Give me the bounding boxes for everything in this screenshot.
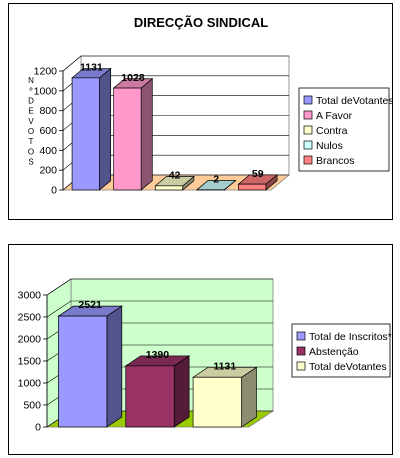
bar bbox=[192, 376, 242, 428]
legend-label: Contra bbox=[316, 125, 348, 137]
y-tick-label: 1000 bbox=[34, 85, 58, 97]
legend-label: Total deVotantes bbox=[316, 95, 392, 107]
bar bbox=[125, 365, 175, 428]
y-tick-label: 0 bbox=[51, 185, 57, 197]
chart-panel-inscritos: 0 500 1000 1500 2000 2500 3000 2521 1390 1131 Tota… bbox=[8, 244, 393, 455]
gridline bbox=[46, 278, 273, 296]
data-label: 59 bbox=[252, 168, 264, 180]
bar bbox=[238, 183, 267, 191]
data-label: 2 bbox=[213, 174, 219, 186]
data-label: 1028 bbox=[121, 72, 145, 84]
data-label: 1131 bbox=[213, 360, 236, 372]
legend-label: Total de Inscritos* bbox=[309, 331, 392, 343]
legend-swatch bbox=[303, 155, 313, 165]
y-tick-label: 0 bbox=[35, 422, 41, 434]
bar-side bbox=[140, 78, 153, 191]
legend-label: Nulos bbox=[316, 140, 343, 152]
legend-box bbox=[298, 87, 390, 172]
legend-label: A Favor bbox=[316, 110, 353, 122]
bar bbox=[113, 87, 142, 191]
bar-side bbox=[173, 355, 190, 428]
data-label: 1131 bbox=[80, 62, 103, 74]
legend-swatch bbox=[303, 95, 313, 105]
data-label: 1390 bbox=[146, 349, 170, 361]
legend-swatch bbox=[303, 125, 313, 135]
legend-swatch bbox=[296, 346, 306, 356]
bar-side bbox=[106, 305, 123, 428]
legend-swatch bbox=[296, 331, 306, 341]
y-tick-label: 1500 bbox=[18, 356, 42, 368]
gridline bbox=[62, 55, 289, 72]
legend-swatch bbox=[303, 140, 313, 150]
legend-swatch bbox=[303, 110, 313, 120]
y-tick-label: 1000 bbox=[18, 378, 42, 390]
y-tick-label: 600 bbox=[39, 125, 57, 137]
bar bbox=[154, 185, 184, 191]
data-label: 42 bbox=[169, 170, 181, 182]
y-tick-label: 200 bbox=[39, 165, 57, 177]
bar bbox=[71, 77, 100, 191]
y-tick-label: 1200 bbox=[34, 66, 58, 78]
legend-label: Total deVotantes bbox=[309, 361, 387, 373]
legend-label: Brancos bbox=[316, 155, 355, 167]
y-tick-label: 3000 bbox=[18, 290, 42, 302]
chart-inscritos: 0 500 1000 1500 2000 2500 3000 2521 1390 1131 Tota… bbox=[18, 278, 392, 434]
legend-label: Abstenção bbox=[309, 346, 359, 358]
chart-direccao-sindical: DIRECÇÃO SINDICAL N º D E V O T O S 0 200 400 600 800 1… bbox=[28, 15, 392, 197]
legend-swatch bbox=[296, 361, 306, 371]
chart-title: DIRECÇÃO SINDICAL bbox=[134, 15, 268, 30]
bar-side bbox=[99, 67, 112, 191]
y-tick-label: 800 bbox=[39, 105, 57, 117]
y-tick-label: 2000 bbox=[18, 334, 42, 346]
bar bbox=[58, 315, 108, 428]
y-tick-label: 500 bbox=[23, 400, 41, 412]
y-tick-label: 2500 bbox=[18, 312, 42, 324]
data-label: 2521 bbox=[78, 299, 102, 311]
legend-box bbox=[291, 323, 391, 378]
gridline bbox=[46, 300, 273, 318]
bar-side bbox=[241, 366, 257, 428]
y-tick-label: 400 bbox=[39, 145, 57, 157]
